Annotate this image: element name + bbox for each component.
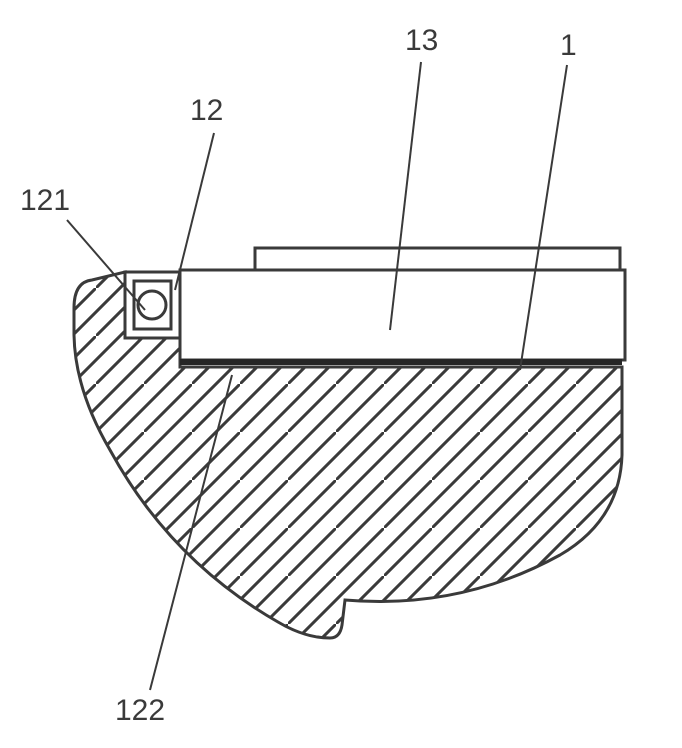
upper-plate xyxy=(255,248,620,270)
diagram-root: 13 1 12 121 122 xyxy=(0,0,682,748)
label-122: 122 xyxy=(115,694,165,727)
label-12: 12 xyxy=(190,94,223,127)
label-1: 1 xyxy=(560,29,577,62)
label-13: 13 xyxy=(405,24,438,57)
label-121: 121 xyxy=(20,184,70,217)
part-121-pin xyxy=(138,291,166,319)
part-13-plate xyxy=(180,270,625,360)
leader-line-12 xyxy=(175,133,214,290)
